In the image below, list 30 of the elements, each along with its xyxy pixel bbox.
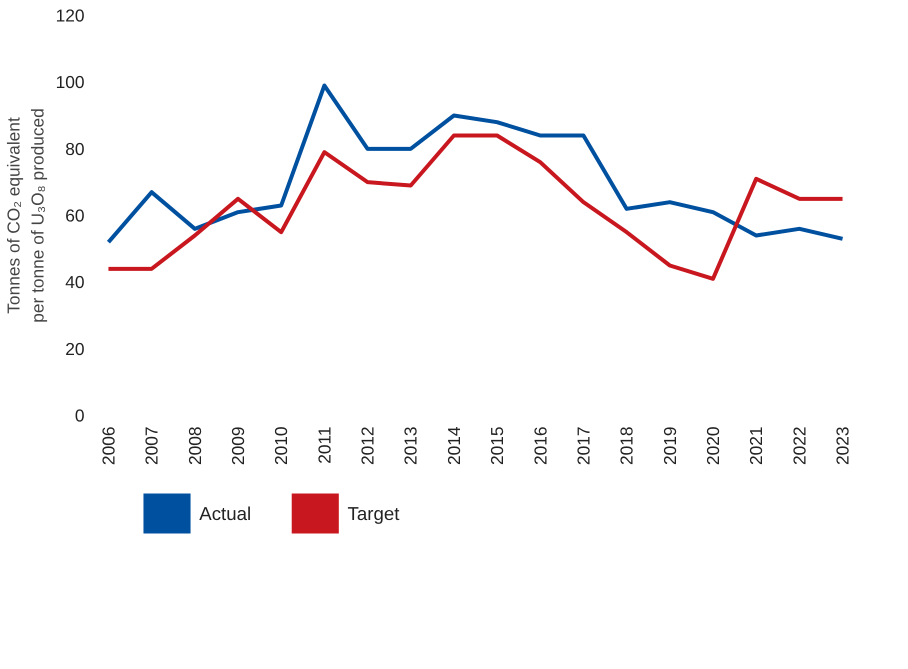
x-tick-label: 2010 [271,426,292,466]
y-tick-label: 60 [65,206,85,226]
x-tick-label: 2022 [789,426,810,466]
y-tick-label: 120 [56,6,85,26]
x-tick-label: 2007 [142,426,162,466]
x-tick-label: 2020 [703,426,723,466]
legend-label: Actual [199,503,252,524]
x-tick-label: 2006 [98,426,118,466]
y-tick-label: 40 [65,272,85,292]
x-tick-label: 2012 [358,426,378,466]
y-tick-label: 20 [65,338,85,359]
y-tick-label: 80 [65,138,85,159]
y-tick-label: 0 [74,406,85,426]
line-series [106,134,845,281]
legend-label: Target [348,503,400,524]
x-tick-label: 2014 [444,426,464,466]
x-tick-label: 2015 [487,426,508,466]
y-tick-label: 100 [56,72,85,92]
x-tick-label: 2011 [314,426,334,464]
x-tick-label: 2017 [573,426,594,466]
x-tick-label: 2019 [660,426,680,466]
y-axis-title: Tonnes of CO₂ equivalent per tonne of U₃O₈ produced [4,108,48,323]
line-series [106,84,845,244]
x-tick-label: 2008 [184,426,205,466]
x-tick-label: 2013 [400,426,421,466]
x-tick-label: 2016 [530,426,550,466]
x-tick-label: 2021 [746,426,766,466]
x-tick-label: 2023 [832,426,853,466]
x-tick-label: 2018 [616,426,637,466]
x-tick-label: 2009 [228,426,248,466]
